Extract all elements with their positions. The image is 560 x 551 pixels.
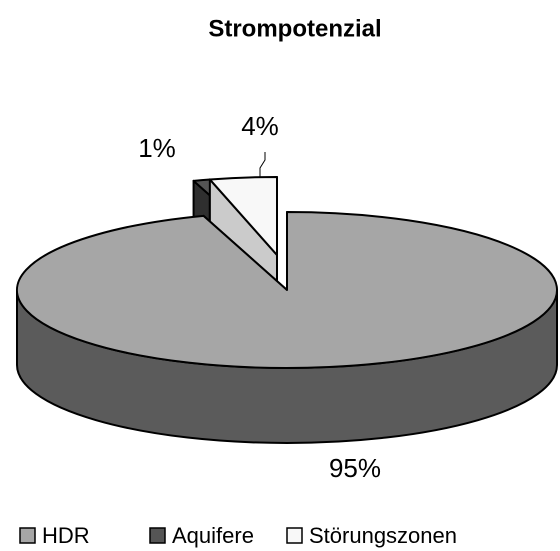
legend-swatch (19, 527, 36, 544)
legend-swatch (149, 527, 166, 544)
data-label: 95% (329, 453, 381, 483)
data-label: 4% (241, 111, 279, 141)
labels: 95% 1% 4% (138, 111, 381, 483)
leader-line (259, 152, 266, 178)
legend-label: HDR (42, 523, 90, 548)
legend-swatch (286, 527, 303, 544)
data-label: 1% (138, 133, 176, 163)
slice (208, 176, 278, 256)
legend-label: Störungszonen (309, 523, 457, 548)
pie (16, 176, 558, 444)
legend: HDR Aquifere Störungszonen (19, 523, 457, 548)
slice (16, 211, 558, 369)
chart-title: Strompotenzial (208, 15, 381, 42)
legend-label: Aquifere (172, 523, 254, 548)
